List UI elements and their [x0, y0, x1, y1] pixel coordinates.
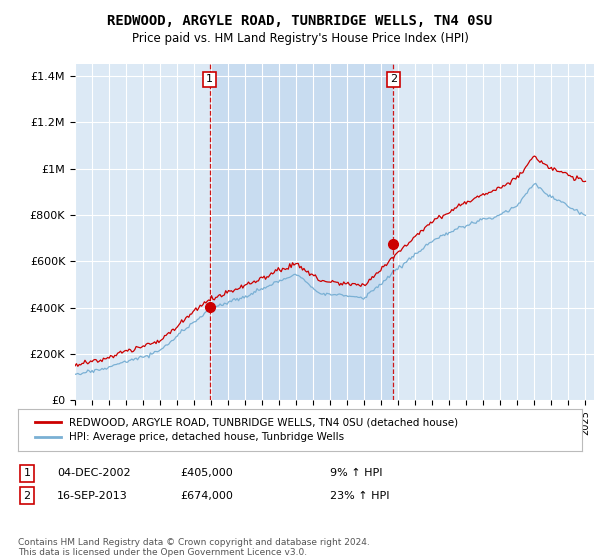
Text: Price paid vs. HM Land Registry's House Price Index (HPI): Price paid vs. HM Land Registry's House … — [131, 32, 469, 45]
Text: 1: 1 — [23, 468, 31, 478]
Text: Contains HM Land Registry data © Crown copyright and database right 2024.
This d: Contains HM Land Registry data © Crown c… — [18, 538, 370, 557]
Text: £405,000: £405,000 — [180, 468, 233, 478]
Text: 9% ↑ HPI: 9% ↑ HPI — [330, 468, 383, 478]
Bar — [210, 64, 394, 400]
Text: 1: 1 — [206, 74, 213, 85]
Text: £674,000: £674,000 — [180, 491, 233, 501]
Text: 2: 2 — [23, 491, 31, 501]
Text: REDWOOD, ARGYLE ROAD, TUNBRIDGE WELLS, TN4 0SU: REDWOOD, ARGYLE ROAD, TUNBRIDGE WELLS, T… — [107, 14, 493, 28]
Text: 23% ↑ HPI: 23% ↑ HPI — [330, 491, 389, 501]
Text: 04-DEC-2002: 04-DEC-2002 — [57, 468, 131, 478]
Legend: REDWOOD, ARGYLE ROAD, TUNBRIDGE WELLS, TN4 0SU (detached house), HPI: Average pr: REDWOOD, ARGYLE ROAD, TUNBRIDGE WELLS, T… — [29, 411, 465, 449]
Text: 2: 2 — [390, 74, 397, 85]
Text: 16-SEP-2013: 16-SEP-2013 — [57, 491, 128, 501]
